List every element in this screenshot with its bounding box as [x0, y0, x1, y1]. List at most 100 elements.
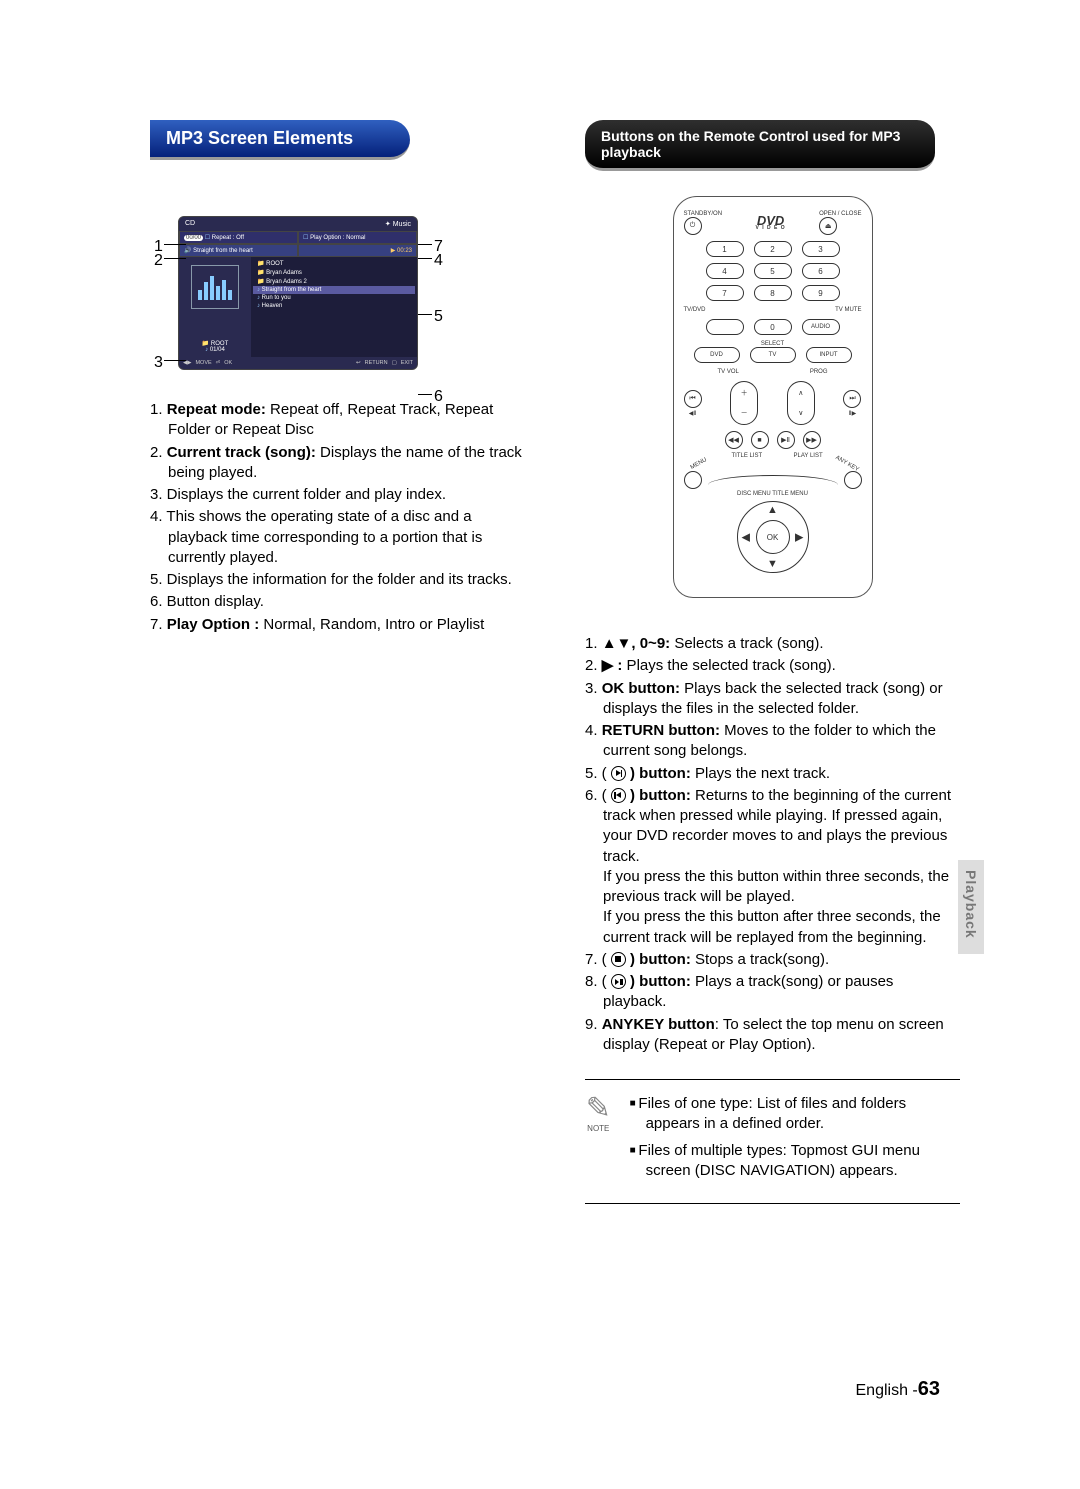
label-playlist: PLAY LIST [794, 453, 823, 459]
legend-item: 4. This shows the operating state of a d… [150, 507, 525, 568]
remote-legend-item: 8. ( ) button: Plays a track(song) or pa… [585, 972, 960, 1013]
list-item: Heaven [262, 303, 283, 309]
next-icon [611, 766, 626, 781]
remote-legend-item: 2. ▶ : Plays the selected track (song). [585, 656, 960, 676]
label-discmenu: DISC MENU TITLE MENU [684, 491, 862, 497]
note-icon: ✎ [585, 1094, 612, 1124]
legend-item: 2. Current track (song): Displays the na… [150, 443, 525, 484]
num-8: 8 [754, 285, 792, 301]
button-ff: ▶▶ [803, 431, 821, 449]
button-vol-dn: － [735, 404, 753, 422]
sel-input: INPUT [806, 347, 852, 363]
screen-equalizer [191, 265, 239, 309]
button-playpause: ▶Ⅱ [777, 431, 795, 449]
screen-pos: 01/04 [210, 347, 225, 353]
label-tvdvd: TV/DVD [684, 307, 706, 313]
button-audio: AUDIO [802, 319, 840, 335]
list-item: Run to you [262, 295, 291, 301]
legend-item: 6. Button display. [150, 592, 525, 612]
stop-icon [611, 952, 626, 967]
footer-return: RETURN [365, 360, 388, 366]
label-prog: PROG [810, 369, 828, 375]
screen-index-badge: 00/00 [184, 235, 203, 241]
heading-mp3-screen: MP3 Screen Elements [150, 120, 410, 160]
button-standby: ⏻ [684, 217, 702, 235]
label-open: OPEN / CLOSE [819, 211, 861, 217]
num-0: 0 [754, 319, 792, 335]
num-4: 4 [706, 263, 744, 279]
mp3-screen-legend: 1. Repeat mode: Repeat off, Repeat Track… [150, 400, 525, 635]
note-item: Files of multiple types: Topmost GUI men… [630, 1141, 960, 1182]
callout-6: 6 [434, 388, 443, 406]
legend-item: 3. Displays the current folder and play … [150, 485, 525, 505]
nav-ring: ▲▼◀▶ OK [737, 501, 809, 573]
num-6: 6 [802, 263, 840, 279]
label-titlelist: TITLE LIST [732, 453, 763, 459]
button-ok: OK [756, 520, 790, 554]
screen-current-track: Straight from the heart [193, 248, 253, 254]
num-1: 1 [706, 241, 744, 257]
screen-top-music: ✦ Music [385, 220, 411, 228]
button-anykey-small [844, 471, 862, 489]
button-tvdvd [706, 319, 744, 335]
label-menu-curved: MENU [689, 457, 707, 471]
remote-legend-item: 5. ( ) button: Plays the next track. [585, 764, 960, 784]
note-box: ✎ NOTE Files of one type: List of files … [585, 1079, 960, 1204]
num-5: 5 [754, 263, 792, 279]
remote-legend-item: 6. ( ) button: Returns to the beginning … [585, 786, 960, 948]
label-standby: STANDBY/ON [684, 211, 723, 217]
callout-5: 5 [434, 308, 443, 326]
button-menu-small [684, 471, 702, 489]
side-tab-playback: Playback [958, 860, 984, 954]
sel-dvd: DVD [694, 347, 740, 363]
remote-legend-item: 7. ( ) button: Stops a track(song). [585, 950, 960, 970]
button-skip-prev: ⏮ [684, 390, 702, 408]
num-3: 3 [802, 241, 840, 257]
legend-item: 5. Displays the information for the fold… [150, 570, 525, 590]
button-prog-up: ∧ [792, 384, 810, 402]
list-root: ROOT [266, 261, 283, 267]
label-tvmute: TV MUTE [835, 307, 861, 313]
page-number: English -63 [856, 1378, 941, 1401]
footer-move: MOVE [195, 360, 211, 366]
note-label: NOTE [585, 1124, 612, 1133]
screen-playoption: Play Option : Normal [310, 235, 365, 241]
screen-repeat: Repeat : Off [212, 235, 244, 241]
callout-2: 2 [154, 252, 163, 270]
button-skip-next: ⏭ [843, 390, 861, 408]
legend-item: 1. Repeat mode: Repeat off, Repeat Track… [150, 400, 525, 441]
screen-time: ▶ 00:23 [298, 244, 417, 257]
num-2: 2 [754, 241, 792, 257]
list-item-selected: Straight from the heart [262, 287, 322, 293]
list-item: Bryan Adams [266, 270, 302, 276]
button-prog-dn: ∨ [792, 404, 810, 422]
footer-ok: OK [224, 360, 232, 366]
sel-tv: TV [750, 347, 796, 363]
remote-legend-item: 1. ▲▼, 0~9: Selects a track (song). [585, 634, 960, 654]
num-7: 7 [706, 285, 744, 301]
remote-legend-item: 4. RETURN button: Moves to the folder to… [585, 721, 960, 762]
heading-remote-buttons: Buttons on the Remote Control used for M… [585, 120, 935, 171]
callout-4: 4 [434, 252, 443, 270]
list-item: Bryan Adams 2 [266, 279, 307, 285]
playpause-icon [611, 974, 626, 989]
button-vol-up: ＋ [735, 384, 753, 402]
button-eject: ⏏ [819, 217, 837, 235]
remote-legend-item: 9. ANYKEY button: To select the top menu… [585, 1015, 960, 1056]
mp3-screen-graphic: 1 2 3 7 4 5 6 CD ✦ Music [178, 216, 488, 370]
remote-graphic: STANDBY/ON ⏻ DVDV I D E O OPEN / CLOSE ⏏… [673, 196, 873, 598]
screen-top-cd: CD [185, 220, 195, 228]
note-item: Files of one type: List of files and fol… [630, 1094, 960, 1135]
button-rew: ◀◀ [725, 431, 743, 449]
remote-legend: 1. ▲▼, 0~9: Selects a track (song).2. ▶ … [585, 634, 960, 1055]
num-9: 9 [802, 285, 840, 301]
button-stop: ■ [751, 431, 769, 449]
legend-item: 7. Play Option : Normal, Random, Intro o… [150, 615, 525, 635]
dvd-logo: DVDV I D E O [756, 215, 786, 230]
label-tvvol: TV VOL [718, 369, 739, 375]
footer-exit: EXIT [401, 360, 413, 366]
label-anykey: ANY KEY [834, 455, 859, 473]
callout-3: 3 [154, 354, 163, 372]
remote-legend-item: 3. OK button: Plays back the selected tr… [585, 679, 960, 720]
prev-icon [611, 788, 626, 803]
